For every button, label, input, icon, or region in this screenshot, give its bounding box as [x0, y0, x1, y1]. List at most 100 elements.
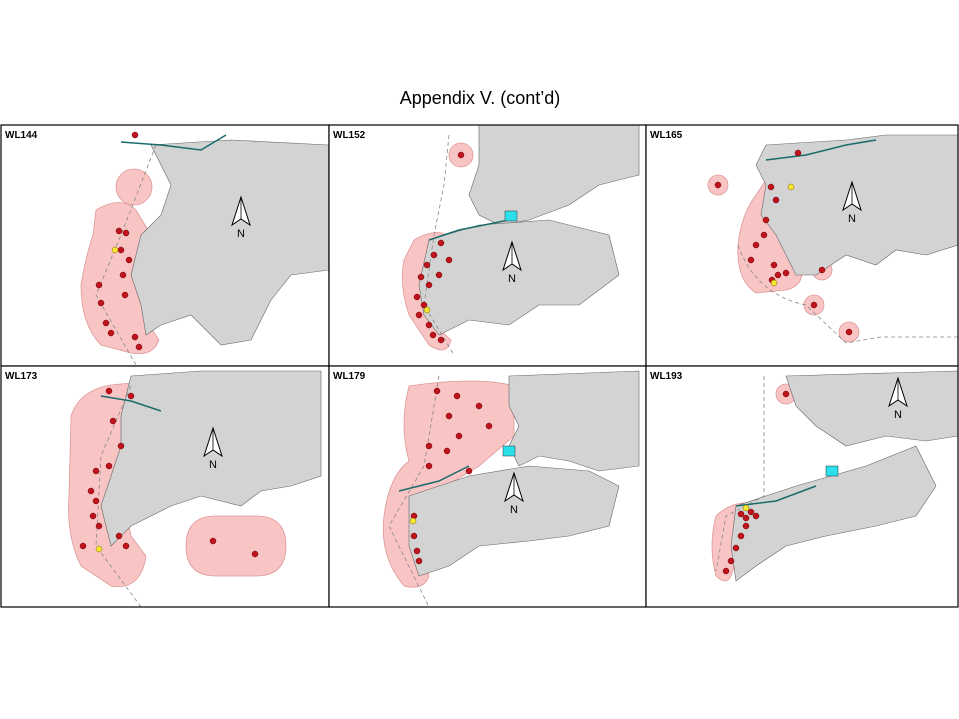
- coast-line: [398, 465, 470, 492]
- sighting: [457, 151, 465, 159]
- sighting: [92, 497, 100, 505]
- sighting: [443, 447, 451, 455]
- sighting: [417, 273, 425, 281]
- sighting: [413, 547, 421, 555]
- sighting: [445, 412, 453, 420]
- sighting: [131, 131, 139, 139]
- map-panel: N WL152: [328, 124, 647, 367]
- sighting: [105, 387, 113, 395]
- sighting: [445, 256, 453, 264]
- sighting: [117, 246, 125, 254]
- sighting: [475, 402, 483, 410]
- sighting: [774, 271, 782, 279]
- bridge-marker: [504, 210, 518, 222]
- sighting: [89, 512, 97, 520]
- sighting: [453, 392, 461, 400]
- sighting: [742, 522, 750, 530]
- sighting: [425, 442, 433, 450]
- sighting: [732, 544, 740, 552]
- sighting-highlight: [95, 545, 103, 553]
- sighting: [714, 181, 722, 189]
- sighting: [425, 321, 433, 329]
- map-panel: N WL144: [0, 124, 330, 367]
- coast-line: [765, 139, 877, 161]
- panel-label: WL173: [5, 371, 38, 382]
- bridge-marker: [825, 465, 839, 477]
- sighting-highlight: [742, 504, 750, 512]
- sighting: [122, 229, 130, 237]
- land: [730, 445, 937, 582]
- bridge-marker: [502, 445, 516, 457]
- sighting: [782, 269, 790, 277]
- land: [508, 370, 640, 472]
- north-label: N: [508, 273, 516, 285]
- sighting: [810, 301, 818, 309]
- sighting: [420, 301, 428, 309]
- sighting: [772, 196, 780, 204]
- north-label: N: [894, 409, 902, 421]
- map-content: N: [329, 366, 646, 607]
- land: [418, 219, 620, 336]
- sighting: [437, 336, 445, 344]
- buffer-zone: [185, 515, 287, 577]
- map-content: N: [646, 125, 958, 366]
- boundary-line: [95, 144, 157, 366]
- sighting: [107, 329, 115, 337]
- sighting: [752, 512, 760, 520]
- sighting: [105, 462, 113, 470]
- coast-line: [428, 219, 510, 241]
- north-label: N: [848, 213, 856, 225]
- land: [785, 370, 958, 447]
- sighting: [79, 542, 87, 550]
- sighting: [92, 467, 100, 475]
- sighting: [102, 319, 110, 327]
- sighting: [117, 442, 125, 450]
- sighting: [115, 227, 123, 235]
- sighting: [737, 532, 745, 540]
- sighting: [845, 328, 853, 336]
- sighting: [760, 231, 768, 239]
- map-content: N: [646, 366, 958, 607]
- map-content: N: [1, 125, 329, 366]
- boundary-line: [423, 134, 455, 356]
- sighting: [131, 333, 139, 341]
- land: [468, 125, 640, 226]
- sighting-highlight: [787, 183, 795, 191]
- map-panel: N WL165: [645, 124, 959, 367]
- sighting: [410, 532, 418, 540]
- sighting: [437, 239, 445, 247]
- sighting: [433, 387, 441, 395]
- sighting: [742, 514, 750, 522]
- sighting: [794, 149, 802, 157]
- sighting: [109, 417, 117, 425]
- sighting: [722, 567, 730, 575]
- sighting: [95, 522, 103, 530]
- sighting-highlight: [409, 517, 417, 525]
- land: [130, 139, 329, 346]
- sighting: [762, 216, 770, 224]
- boundary-line: [388, 375, 440, 607]
- map-content: N: [1, 366, 329, 607]
- sighting: [87, 487, 95, 495]
- figure-title: Appendix V. (cont’d): [400, 88, 560, 108]
- sighting: [425, 462, 433, 470]
- sighting: [767, 183, 775, 191]
- sighting: [423, 261, 431, 269]
- sighting: [209, 537, 217, 545]
- sighting: [121, 291, 129, 299]
- map-panel: N WL173: [0, 365, 330, 608]
- sighting: [95, 281, 103, 289]
- sighting: [127, 392, 135, 400]
- sighting: [122, 542, 130, 550]
- sighting: [429, 331, 437, 339]
- north-label: N: [237, 228, 245, 240]
- sighting: [115, 532, 123, 540]
- sighting: [455, 432, 463, 440]
- panel-label: WL152: [333, 130, 366, 141]
- sighting: [747, 256, 755, 264]
- coast-line: [120, 134, 227, 151]
- sighting: [752, 241, 760, 249]
- sighting-highlight: [770, 279, 778, 287]
